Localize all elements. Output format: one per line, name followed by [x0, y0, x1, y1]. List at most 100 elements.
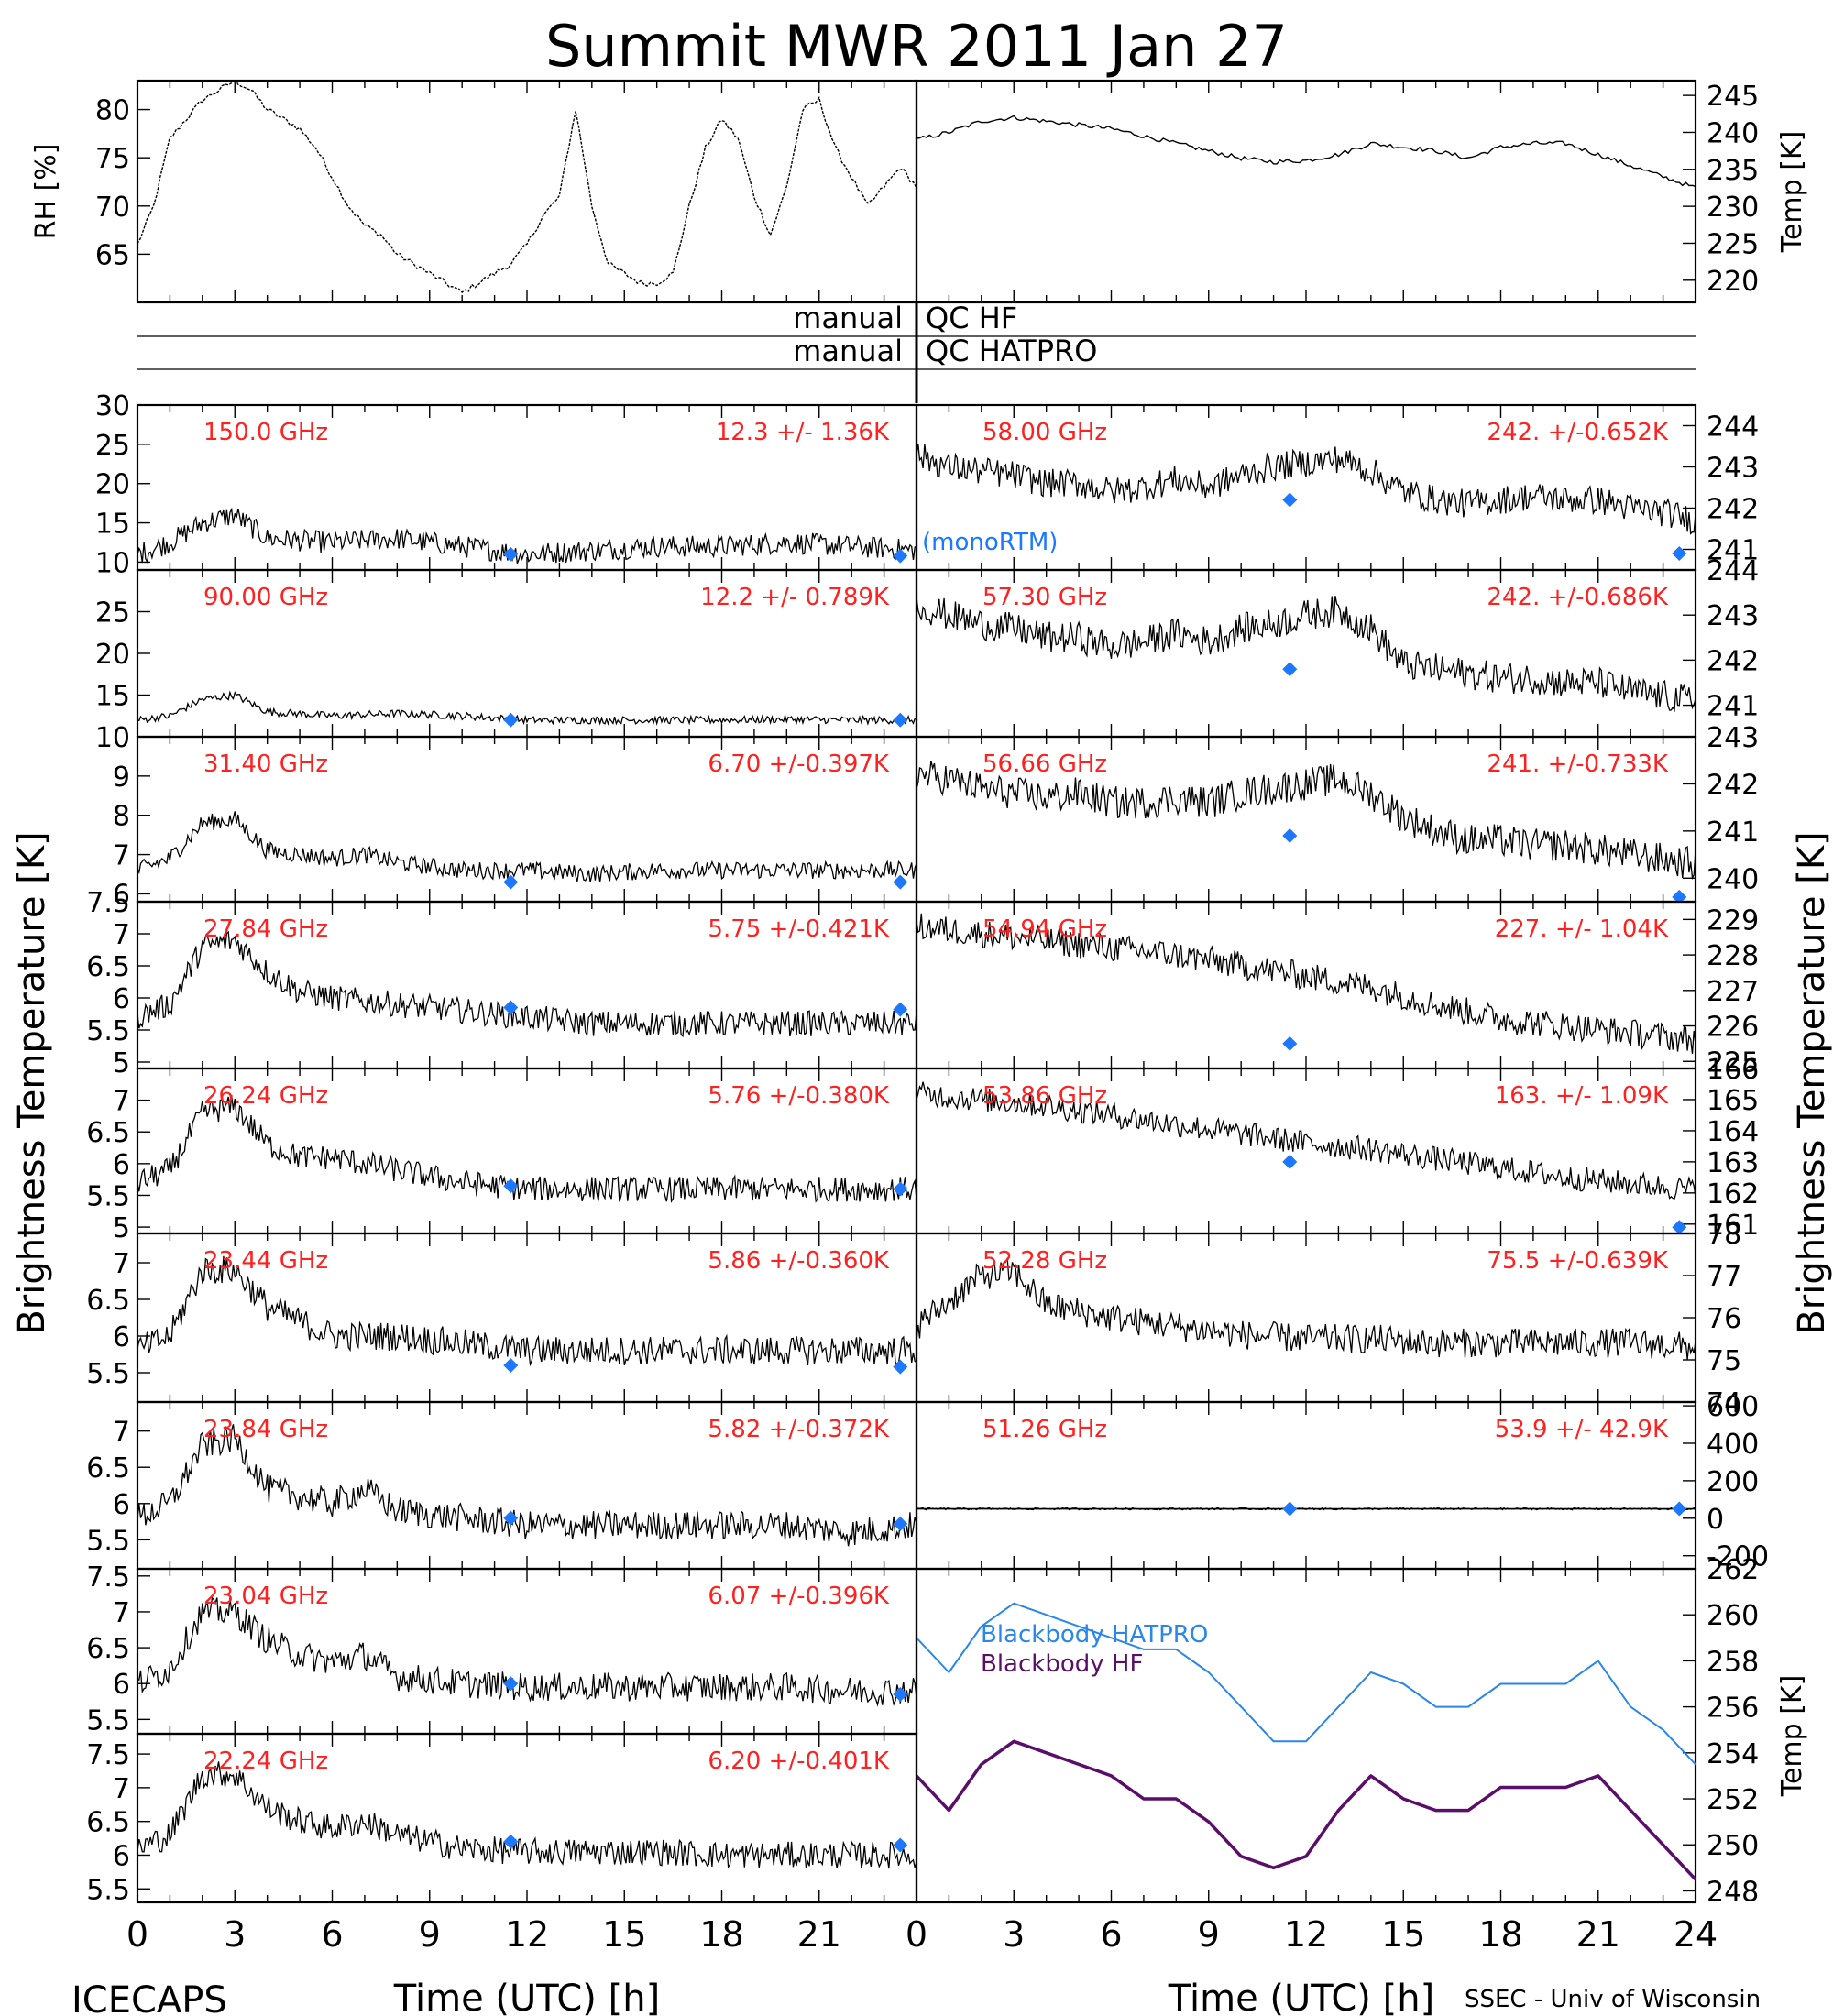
- y-tick-label-ch5386-1: 162: [1707, 1178, 1759, 1211]
- y-tick-label-ch2784-2: 6: [113, 983, 130, 1015]
- plot-area-ch5494: [916, 913, 1696, 1055]
- panel-ch5228: 74 75 76 77 78 52.28 GHz 75.5 +/-0.639K: [915, 1219, 1741, 1419]
- y-tick-label-ch5228-0: 74: [1707, 1387, 1741, 1419]
- y-tick-label-bb-1: 250: [1707, 1830, 1759, 1862]
- figure-title: Summit MWR 2011 Jan 27: [545, 13, 1288, 80]
- series-line-ch5386: [916, 1081, 1696, 1200]
- stat-label-ch5800: 242. +/-0.652K: [1487, 419, 1669, 446]
- x-tick-label-right-3: 9: [1198, 1914, 1220, 1955]
- x-axis-label-left: Time (UTC) [h]: [393, 1978, 660, 2016]
- y-tick-label-ch2624-2: 6: [113, 1149, 130, 1181]
- plot-area-ch90: [137, 690, 916, 728]
- y-tick-label-ch3140-4: 10: [95, 722, 130, 754]
- plot-area-ch2304: [137, 1596, 916, 1707]
- y-tick-label-ch90-2: 25: [95, 597, 130, 630]
- y-tick-label-ch5730-2: 243: [1707, 600, 1759, 632]
- y-tick-label-temp-0: 220: [1707, 266, 1759, 298]
- panel-ch2384: 5.5 6 6.57 23.84 GHz 5.82 +/-0.372K: [86, 1400, 918, 1571]
- panel-ch2624: 55.566.57 26.24 GHz 5.76 +/-0.380K: [86, 1067, 918, 1244]
- y-tick-label-ch5730-1: 242: [1707, 645, 1759, 677]
- x-tick-label-right-2: 6: [1100, 1914, 1122, 1955]
- panel-frame-temp: [915, 79, 1697, 304]
- freq-label-ch5730: 57.30 GHz: [982, 584, 1107, 611]
- model-marker-ch5126-0: [1282, 1501, 1298, 1517]
- qc-hf-label: QC HF: [926, 301, 1017, 335]
- freq-label-ch2624: 26.24 GHz: [203, 1082, 328, 1110]
- panel-frame-bb: [915, 1567, 1697, 1904]
- plot-area-ch2224: [137, 1761, 916, 1869]
- y-tick-label-ch5666-2: 242: [1707, 769, 1759, 801]
- x-tick-label-right-4: 12: [1284, 1914, 1328, 1955]
- panel-ch5730: 241 242 243 244 57.30 GHz 242. +/-0.686K: [915, 555, 1759, 739]
- y-tick-label-ch5386-5: 166: [1707, 1054, 1759, 1086]
- y-tick-label-ch5494-0: 225: [1707, 1046, 1759, 1079]
- freq-label-ch2224: 22.24 GHz: [203, 1748, 328, 1775]
- model-marker-ch5386-0: [1282, 1154, 1298, 1169]
- y-tick-label-ch150-1: 15: [95, 509, 130, 541]
- x-tick-label-right-0: 0: [906, 1914, 927, 1955]
- stat-label-ch90: 12.2 +/- 0.789K: [700, 584, 890, 611]
- y-tick-label-ch5228-1: 75: [1707, 1345, 1741, 1377]
- model-marker-ch5666-0: [1282, 828, 1298, 843]
- panel-ch150: 10 15 20 25 30 150.0 GHz 12.3 +/- 1.36K: [95, 390, 918, 579]
- y-tick-label-ch2784-3: 6.5: [86, 951, 130, 983]
- y-tick-label-ch2304-2: 6.5: [86, 1633, 130, 1665]
- y-tick-label-ch5730-0: 241: [1707, 691, 1759, 723]
- y-tick-label-ch3140-1: 7: [113, 840, 130, 872]
- plot-area-ch2624: [137, 1094, 916, 1203]
- y-tick-label-temp-1: 225: [1707, 228, 1759, 260]
- plot-area-ch5730: [916, 596, 1696, 713]
- model-marker-ch2624-0: [503, 1178, 519, 1194]
- series-line-ch150: [137, 507, 916, 564]
- model-marker-ch2304-1: [893, 1686, 908, 1702]
- y-tick-label-bb-7: 262: [1707, 1554, 1759, 1586]
- freq-label-ch5228: 52.28 GHz: [982, 1247, 1107, 1275]
- panel-ch90: 15 20 25 90.00 GHz 12.2 +/- 0.789K: [95, 568, 918, 739]
- y-tick-label-ch150-3: 25: [95, 430, 130, 462]
- model-marker-ch2784-0: [503, 1000, 519, 1015]
- stat-label-ch2384: 5.82 +/-0.372K: [708, 1416, 890, 1443]
- y-tick-label-ch5800-2: 243: [1707, 453, 1759, 485]
- plot-area-ch150: [137, 507, 916, 564]
- x-tick-label-left-6: 18: [699, 1914, 743, 1955]
- y-tick-label-ch2384-1: 6: [113, 1489, 130, 1521]
- y-tick-label-ch5228-4: 78: [1707, 1219, 1741, 1251]
- y-tick-label-ch5386-0: 161: [1707, 1210, 1759, 1242]
- model-marker-ch2344-1: [893, 1359, 908, 1375]
- qc-section: manual QC HF manual QC HATPRO: [137, 301, 1696, 403]
- panel-ch5666: 240 241 242 243 56.66 GHz 241. +/-0.733K: [915, 722, 1759, 904]
- x-tick-label-left-3: 9: [419, 1914, 441, 1955]
- y-tick-label-temp-5: 245: [1707, 81, 1759, 113]
- x-tick-label-right-1: 3: [1003, 1914, 1025, 1955]
- y-tick-label-ch2784-5: 7.5: [86, 887, 130, 919]
- qc-hatpro-label: QC HATPRO: [926, 334, 1097, 368]
- x-tick-label-left-0: 0: [126, 1914, 148, 1955]
- freq-label-ch5800: 58.00 GHz: [982, 419, 1107, 446]
- plot-area-ch2344: [137, 1255, 916, 1375]
- y-tick-label-temp-3: 235: [1707, 155, 1759, 187]
- stat-label-ch5126: 53.9 +/- 42.9K: [1495, 1416, 1669, 1443]
- panel-ch5126: -200 0 200 400 600 51.26 GHz 53.9 +/- 42.9K: [915, 1391, 1769, 1573]
- series-line-rh: [137, 81, 916, 293]
- series-line-ch90: [137, 690, 916, 727]
- x-tick-label-left-5: 15: [602, 1914, 646, 1955]
- y-axis-label-left: Brightness Temperature [K]: [11, 831, 53, 1334]
- y-tick-label-ch2304-3: 7: [113, 1597, 130, 1629]
- y-tick-label-ch3140-2: 8: [113, 801, 130, 833]
- model-marker-ch5494-0: [1282, 1035, 1298, 1051]
- model-marker-ch5126-1: [1672, 1501, 1687, 1517]
- model-marker-ch5800-0: [1282, 492, 1298, 508]
- stat-label-ch2224: 6.20 +/-0.401K: [708, 1748, 890, 1775]
- model-marker-ch5386-1: [1672, 1220, 1687, 1233]
- panel-temp: 220 225 230 235 240 245 Temp [K]: [915, 79, 1808, 304]
- model-marker-ch2224-1: [893, 1837, 908, 1853]
- y-tick-label-bb-5: 258: [1707, 1646, 1759, 1678]
- model-legend: (monoRTM): [922, 529, 1058, 556]
- x-tick-label-right-6: 18: [1478, 1914, 1522, 1955]
- y-tick-label-ch5386-4: 165: [1707, 1085, 1759, 1117]
- y-tick-label-ch5126-0: -200: [1707, 1541, 1769, 1573]
- freq-label-ch2304: 23.04 GHz: [203, 1583, 328, 1610]
- legend-blackbody-hatpro: Blackbody HATPRO: [981, 1621, 1208, 1649]
